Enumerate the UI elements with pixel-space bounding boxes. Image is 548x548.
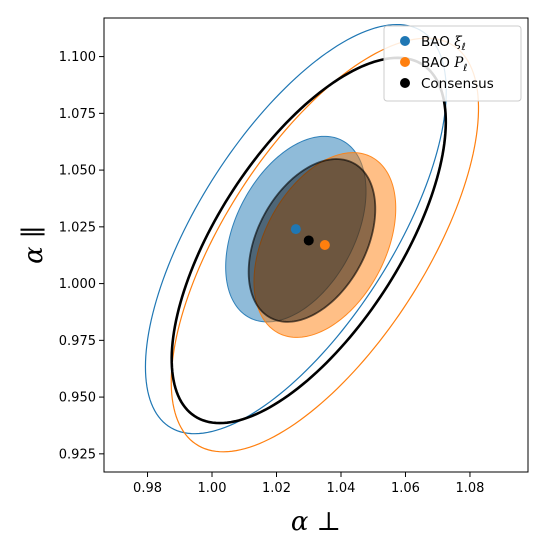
legend-label-consensus: Consensus — [421, 76, 494, 92]
x-tick-label: 1.08 — [455, 481, 484, 496]
y-tick-label: 1.100 — [59, 50, 96, 65]
legend-marker-bao — [400, 36, 410, 46]
x-axis-label: α ⊥ — [291, 507, 341, 537]
legend: BAO ξℓ BAO Pℓ Consensus — [383, 25, 522, 102]
center-points — [290, 224, 330, 250]
x-axis-label-text: α ⊥ — [291, 507, 341, 537]
x-tick-label: 1.00 — [198, 481, 227, 496]
legend-label-bao: BAO ξℓ — [421, 34, 466, 53]
y-tick-label: 1.025 — [59, 220, 96, 235]
y-axis-label: α ∥ — [19, 226, 49, 264]
y-tick-label: 0.950 — [59, 391, 96, 406]
y-tick-label: 1.000 — [59, 277, 96, 292]
x-tick-label: 1.04 — [327, 481, 356, 496]
y-tick-label: 1.050 — [59, 164, 96, 179]
legend-label-bao-p: BAO Pℓ — [421, 55, 467, 74]
center-point-bao — [290, 224, 301, 235]
center-point-bao-p — [319, 240, 330, 250]
y-axis-label-text: α ∥ — [19, 226, 49, 264]
legend-box — [383, 25, 522, 102]
y-tick-label: 0.975 — [59, 334, 96, 349]
legend-marker-bao-p — [400, 57, 410, 67]
center-point-consensus — [303, 235, 314, 246]
legend-marker-consensus — [400, 78, 410, 88]
x-tick-label: 0.98 — [133, 481, 162, 496]
x-tick-label: 1.06 — [391, 481, 420, 496]
y-tick-label: 1.075 — [59, 107, 96, 122]
x-tick-label: 1.02 — [262, 481, 291, 496]
y-tick-label: 0.925 — [59, 447, 96, 462]
plot-frame — [103, 17, 529, 473]
x-axis: 0.98 1.00 1.02 1.04 1.06 1.08 — [133, 472, 484, 496]
y-axis: 0.925 0.950 0.975 1.000 1.025 1.050 1.075 1.100 — [59, 50, 104, 462]
